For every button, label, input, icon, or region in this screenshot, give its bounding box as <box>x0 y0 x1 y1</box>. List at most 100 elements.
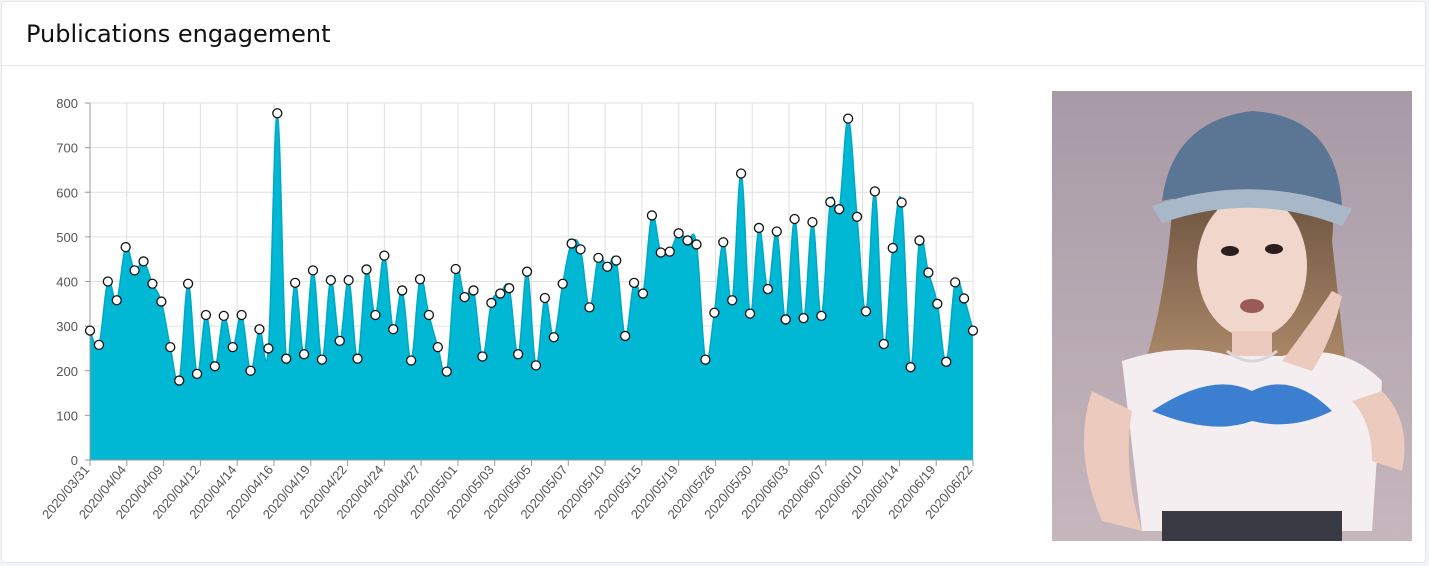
data-point[interactable] <box>878 338 889 350</box>
data-point[interactable] <box>379 250 390 261</box>
data-point[interactable] <box>218 310 229 322</box>
data-point[interactable] <box>352 353 363 364</box>
data-point[interactable] <box>236 309 247 321</box>
data-point[interactable] <box>174 375 185 386</box>
data-point[interactable] <box>932 298 943 309</box>
data-point[interactable] <box>798 312 809 324</box>
data-point[interactable] <box>129 265 140 276</box>
data-point[interactable] <box>807 216 818 228</box>
data-point[interactable] <box>316 354 328 365</box>
data-point[interactable] <box>486 297 497 309</box>
data-point[interactable] <box>780 314 791 325</box>
data-point[interactable] <box>566 238 577 249</box>
data-point[interactable] <box>272 108 283 119</box>
data-point[interactable] <box>156 296 167 307</box>
data-point[interactable] <box>816 310 827 322</box>
data-point[interactable] <box>370 309 381 321</box>
data-point[interactable] <box>771 226 782 237</box>
data-point[interactable] <box>147 278 158 289</box>
data-point[interactable] <box>887 242 898 254</box>
data-point[interactable] <box>691 239 702 250</box>
data-point[interactable] <box>165 341 176 353</box>
data-point[interactable] <box>646 210 658 221</box>
data-point[interactable] <box>245 365 256 376</box>
data-point[interactable] <box>602 261 613 272</box>
data-point[interactable] <box>593 252 604 263</box>
data-point[interactable] <box>842 113 854 124</box>
data-point[interactable] <box>762 283 774 295</box>
data-point[interactable] <box>361 264 372 275</box>
data-point[interactable] <box>281 353 292 364</box>
data-point[interactable] <box>914 235 925 246</box>
data-point[interactable] <box>120 241 131 253</box>
data-point[interactable] <box>655 247 666 258</box>
data-point[interactable] <box>860 306 872 317</box>
data-point[interactable] <box>700 354 711 365</box>
data-point[interactable] <box>138 256 149 267</box>
data-point[interactable] <box>227 341 238 353</box>
data-point[interactable] <box>209 361 221 372</box>
data-point[interactable] <box>423 309 435 321</box>
data-point[interactable] <box>958 293 970 304</box>
data-point[interactable] <box>834 204 845 215</box>
data-point[interactable] <box>682 235 693 246</box>
data-point[interactable] <box>512 349 524 360</box>
data-point[interactable] <box>102 276 113 287</box>
data-point[interactable] <box>923 267 934 278</box>
data-point[interactable] <box>289 277 301 288</box>
data-point[interactable] <box>539 292 551 304</box>
data-point[interactable] <box>343 275 354 286</box>
data-point[interactable] <box>548 332 559 343</box>
data-point[interactable] <box>753 222 765 234</box>
data-point[interactable] <box>575 244 586 255</box>
data-point[interactable] <box>611 255 622 266</box>
data-point[interactable] <box>950 277 961 288</box>
data-point[interactable] <box>298 349 310 360</box>
data-point[interactable] <box>967 325 979 336</box>
data-point[interactable] <box>941 356 952 367</box>
data-point[interactable] <box>388 324 399 335</box>
data-point[interactable] <box>851 211 863 222</box>
data-point[interactable] <box>432 341 443 353</box>
data-point[interactable] <box>307 265 319 276</box>
data-point[interactable] <box>727 295 738 306</box>
data-point[interactable] <box>263 343 274 354</box>
data-point[interactable] <box>584 302 595 313</box>
data-point[interactable] <box>191 368 203 380</box>
data-point[interactable] <box>468 285 479 296</box>
data-point[interactable] <box>397 285 408 296</box>
data-point[interactable] <box>450 263 461 275</box>
data-point[interactable] <box>557 278 568 289</box>
data-point[interactable] <box>789 213 800 225</box>
data-point[interactable] <box>495 288 506 299</box>
data-point[interactable] <box>504 283 515 294</box>
data-point[interactable] <box>405 355 417 366</box>
data-point[interactable] <box>325 275 336 286</box>
data-point[interactable] <box>93 339 105 351</box>
data-point[interactable] <box>414 274 426 285</box>
data-point[interactable] <box>620 330 631 342</box>
data-point[interactable] <box>182 278 194 289</box>
data-point[interactable] <box>200 309 212 321</box>
data-point[interactable] <box>441 366 452 377</box>
data-point[interactable] <box>459 291 470 303</box>
data-point[interactable] <box>664 246 675 257</box>
data-point[interactable] <box>84 325 96 336</box>
data-point[interactable] <box>896 197 907 208</box>
data-point[interactable] <box>254 324 265 335</box>
data-point[interactable] <box>521 266 533 277</box>
data-point[interactable] <box>735 168 747 179</box>
data-point[interactable] <box>718 237 729 248</box>
data-point[interactable] <box>530 360 542 371</box>
data-point[interactable] <box>637 288 649 299</box>
data-point[interactable] <box>905 362 916 373</box>
data-point[interactable] <box>477 351 488 362</box>
data-point[interactable] <box>673 228 684 239</box>
data-point[interactable] <box>869 186 881 197</box>
data-point[interactable] <box>825 196 836 208</box>
data-point[interactable] <box>628 277 640 288</box>
data-point[interactable] <box>334 335 345 347</box>
data-point[interactable] <box>111 295 122 306</box>
data-point[interactable] <box>744 308 756 319</box>
data-point[interactable] <box>709 307 720 318</box>
